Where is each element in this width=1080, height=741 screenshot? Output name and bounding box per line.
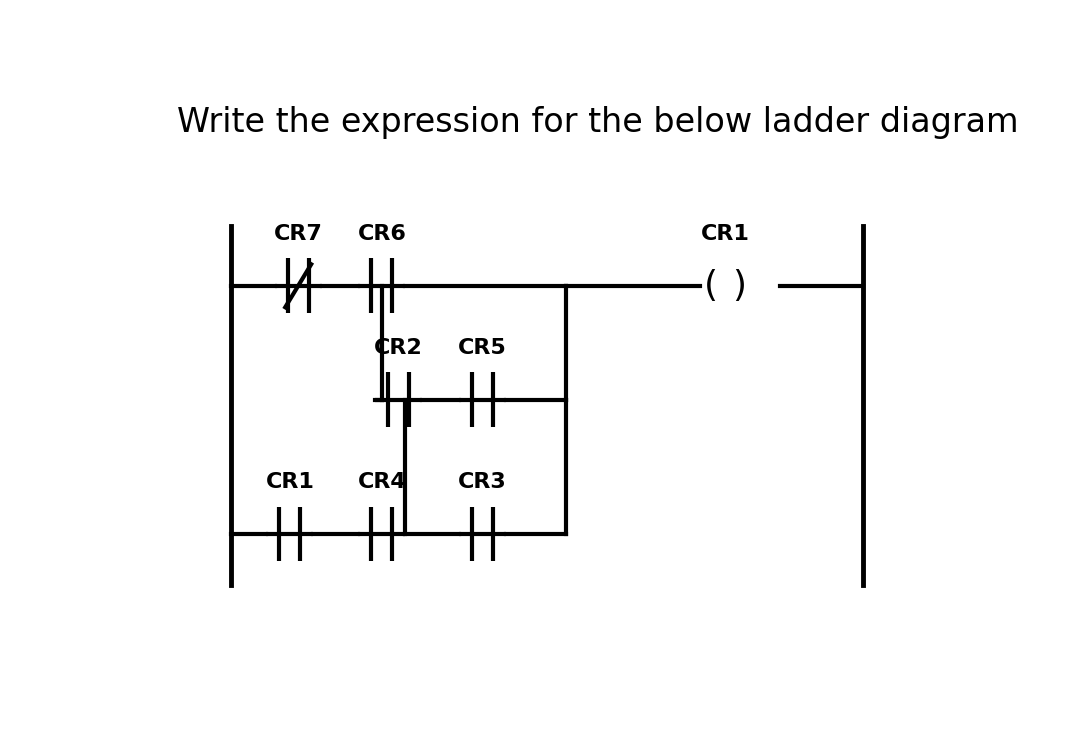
- Text: CR1: CR1: [701, 224, 750, 244]
- Text: CR3: CR3: [458, 472, 507, 492]
- Text: (: (: [703, 269, 717, 303]
- Text: CR6: CR6: [357, 224, 406, 244]
- Text: ): ): [732, 269, 746, 303]
- Text: CR4: CR4: [357, 472, 406, 492]
- Text: Write the expression for the below ladder diagram: Write the expression for the below ladde…: [177, 106, 1018, 139]
- Text: CR2: CR2: [375, 338, 423, 358]
- Text: CR7: CR7: [273, 224, 323, 244]
- Text: CR5: CR5: [458, 338, 507, 358]
- Text: CR1: CR1: [266, 472, 314, 492]
